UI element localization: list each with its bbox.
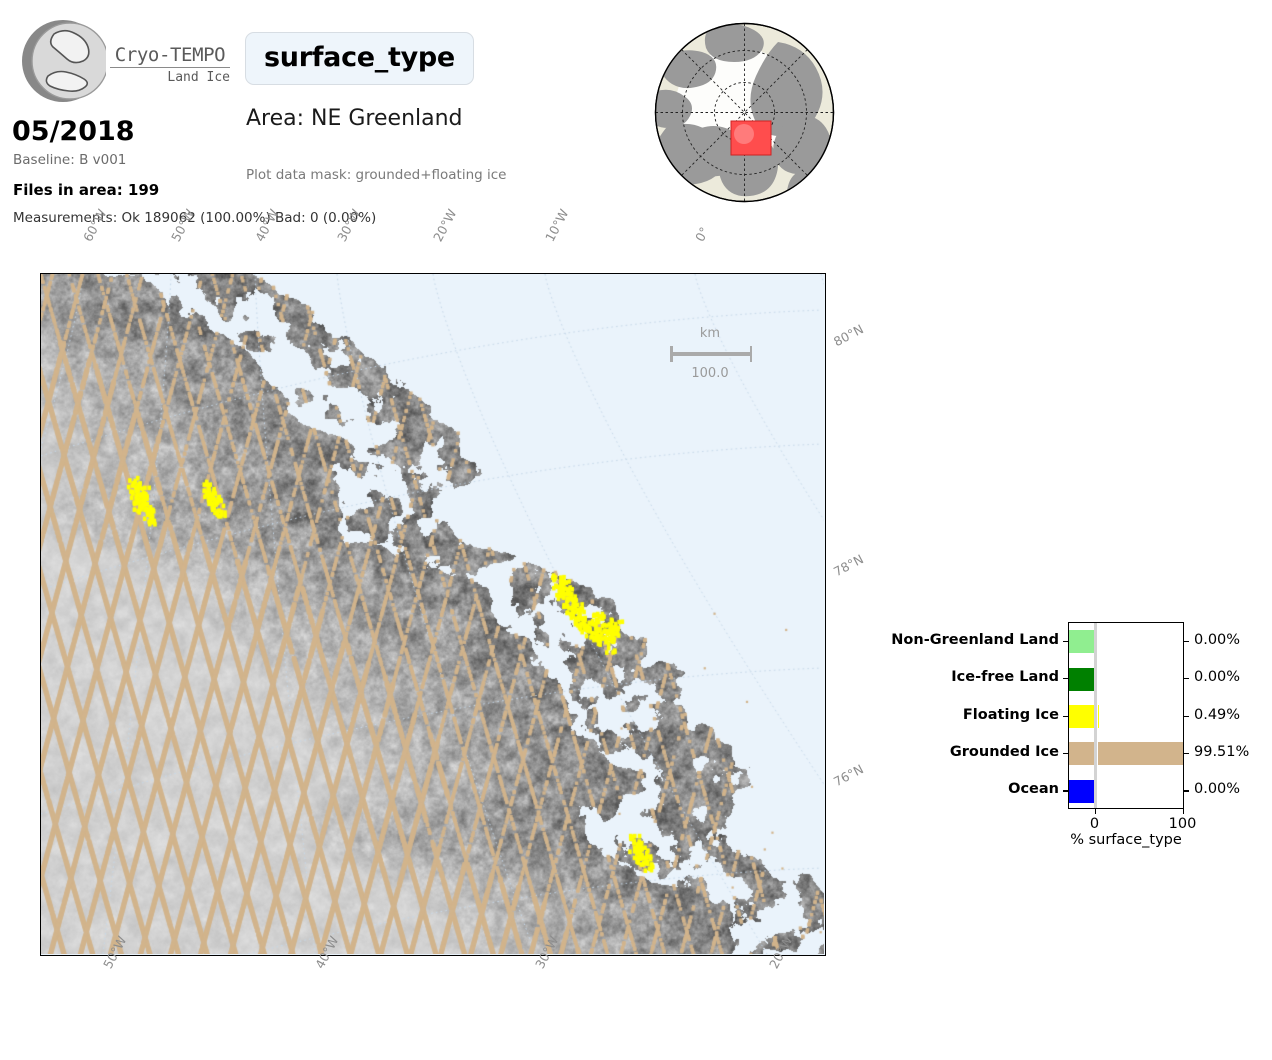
chart-xtick [1182,809,1184,814]
chart-category-label: Floating Ice [962,706,1059,723]
chart-category-label: Ocean [1008,781,1059,798]
chart-xtick-label: 0 [1089,816,1100,832]
chart-zero-line [1093,623,1097,808]
logo-title: Cryo-TEMPO [114,44,226,66]
chart-xtick [1094,809,1096,814]
lat-label-right-0: 80°N [831,321,866,350]
chart-value-label: 0.49% [1194,706,1241,723]
parameter-badge[interactable]: surface_type [245,32,474,85]
chart-ytick [1063,715,1068,717]
chart-xaxis-title: % surface_type [1070,832,1182,848]
scalebar-cap-right [749,346,752,362]
chart-color-swatch [1069,742,1094,766]
map-scalebar: km 100.0 [660,326,760,388]
chart-plot-area [1068,622,1184,809]
logo-divider [110,67,230,68]
chart-value-tick [1184,752,1189,755]
chart-color-swatch [1069,630,1094,654]
chart-color-swatch [1069,779,1094,803]
chart-row [1069,667,1183,691]
globe-icon [22,20,106,102]
chart-value-tick [1184,678,1189,680]
chart-ytick [1063,640,1068,643]
chart-bar [1097,742,1184,766]
polar-globe-inset-icon [654,22,835,203]
baseline-label: Baseline: B v001 [13,152,127,168]
cryo-tempo-logo: Cryo-TEMPO Land Ice [12,16,230,108]
logo-text-block: Cryo-TEMPO Land Ice [110,44,230,86]
chart-value-tick [1184,790,1189,792]
chart-value-tick [1184,640,1189,643]
chart-value-label: 0.00% [1194,669,1241,686]
chart-xtick-label: 100 [1168,816,1197,832]
chart-value-label: 0.00% [1194,631,1241,648]
date-label: 05/2018 [12,116,135,147]
chart-row [1069,742,1184,766]
chart-row [1069,704,1183,729]
chart-ytick [1063,752,1068,755]
scalebar-value: 100.0 [691,366,729,381]
logo-subtitle: Land Ice [167,70,230,85]
chart-ytick [1063,790,1068,792]
area-label: Area: NE Greenland [246,106,463,131]
files-in-area-label: Files in area: 199 [13,181,160,199]
lat-label-right-2: 76°N [831,761,866,790]
chart-category-label: Non-Greenland Land [891,631,1059,648]
chart-category-label: Ice-free Land [951,669,1059,686]
map-canvas[interactable] [41,274,824,954]
chart-color-swatch [1069,704,1094,729]
chart-ytick [1063,678,1068,680]
map-panel[interactable] [40,273,826,956]
lat-label-right-1: 78°N [831,551,866,580]
surface-type-bar-chart: % surface_type Non-Greenland Land 0.00% Ic… [891,610,1265,855]
plot-data-mask-label: Plot data mask: grounded+floating ice [246,167,507,183]
scalebar-line [670,352,752,356]
chart-color-swatch [1069,667,1094,691]
chart-row [1069,630,1183,654]
chart-value-tick [1184,715,1189,717]
chart-row [1069,779,1183,803]
map-frame[interactable] [40,273,826,956]
header: Cryo-TEMPO Land Ice 05/2018 Baseline: B … [0,0,1272,240]
chart-category-label: Grounded Ice [949,743,1059,760]
chart-value-label: 99.51% [1194,743,1250,760]
chart-value-label: 0.00% [1194,781,1241,798]
measurements-label: Measurements: Ok 189062 (100.00%) Bad: 0… [13,210,377,226]
scalebar-unit: km [699,326,721,341]
